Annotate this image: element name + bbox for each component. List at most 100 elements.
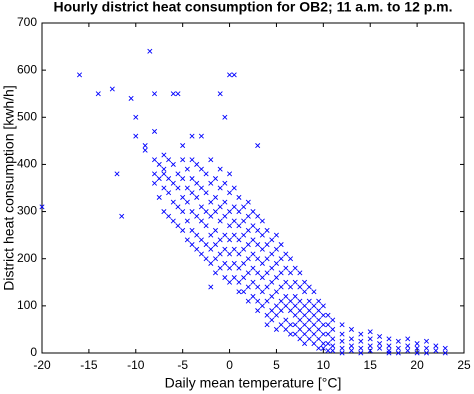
point bbox=[208, 246, 214, 252]
point bbox=[264, 242, 270, 248]
y-tick-label: 400 bbox=[17, 157, 37, 171]
point bbox=[222, 260, 228, 266]
point bbox=[330, 348, 336, 354]
point bbox=[273, 326, 279, 332]
point bbox=[292, 331, 298, 337]
point bbox=[222, 246, 228, 252]
point bbox=[255, 284, 261, 290]
point bbox=[377, 333, 383, 340]
point bbox=[287, 256, 294, 262]
point bbox=[166, 190, 172, 196]
y-tick-label: 200 bbox=[17, 251, 37, 265]
point bbox=[358, 350, 364, 356]
point bbox=[208, 213, 214, 219]
point bbox=[198, 204, 204, 210]
point bbox=[306, 317, 312, 323]
point bbox=[245, 199, 251, 205]
point bbox=[339, 350, 345, 356]
point bbox=[302, 322, 308, 328]
point bbox=[250, 265, 256, 271]
point bbox=[302, 331, 308, 337]
point bbox=[377, 341, 383, 347]
point bbox=[184, 185, 190, 191]
point bbox=[217, 166, 223, 172]
point bbox=[405, 343, 411, 349]
point bbox=[255, 213, 261, 219]
point bbox=[198, 166, 204, 172]
point bbox=[236, 223, 242, 229]
point bbox=[320, 322, 326, 328]
point bbox=[189, 227, 195, 233]
point bbox=[259, 289, 265, 295]
point bbox=[302, 312, 308, 318]
point bbox=[198, 185, 204, 191]
point bbox=[133, 114, 139, 120]
point bbox=[302, 289, 308, 295]
point bbox=[236, 194, 242, 200]
point bbox=[203, 171, 209, 177]
point bbox=[175, 223, 181, 229]
point bbox=[339, 331, 345, 337]
point bbox=[109, 86, 115, 92]
point bbox=[170, 91, 176, 97]
point bbox=[278, 298, 284, 304]
point bbox=[184, 237, 190, 243]
x-tick-label: 15 bbox=[364, 358, 378, 372]
point bbox=[348, 326, 354, 332]
point bbox=[250, 293, 256, 299]
x-tick-label: 20 bbox=[410, 358, 424, 372]
point bbox=[348, 336, 354, 342]
point bbox=[306, 284, 312, 290]
point bbox=[231, 204, 237, 210]
point bbox=[297, 326, 303, 332]
point bbox=[180, 227, 186, 233]
point bbox=[217, 91, 223, 97]
point bbox=[236, 209, 242, 215]
point bbox=[184, 218, 190, 224]
point bbox=[283, 326, 289, 332]
point bbox=[292, 279, 298, 285]
point bbox=[269, 317, 275, 323]
point bbox=[273, 232, 279, 238]
point bbox=[250, 223, 256, 229]
point bbox=[306, 326, 312, 332]
point bbox=[180, 143, 186, 149]
point bbox=[395, 338, 401, 344]
point bbox=[325, 312, 331, 318]
point bbox=[203, 190, 209, 196]
point bbox=[189, 242, 195, 248]
point bbox=[227, 223, 233, 229]
point bbox=[198, 251, 204, 257]
point bbox=[166, 157, 172, 163]
point bbox=[320, 303, 326, 309]
point bbox=[227, 72, 233, 78]
point bbox=[180, 194, 186, 200]
point bbox=[189, 190, 195, 196]
point bbox=[259, 232, 265, 238]
point bbox=[386, 348, 392, 354]
x-tick-label: 10 bbox=[317, 358, 331, 372]
point bbox=[95, 91, 101, 97]
point bbox=[245, 256, 251, 262]
point bbox=[405, 348, 411, 354]
point bbox=[236, 237, 242, 243]
point bbox=[217, 185, 223, 191]
point bbox=[316, 298, 322, 304]
point bbox=[292, 293, 298, 299]
point bbox=[208, 199, 214, 205]
point bbox=[259, 260, 265, 266]
y-tick-label: 100 bbox=[17, 298, 37, 312]
point bbox=[184, 199, 190, 205]
point bbox=[222, 114, 228, 120]
point bbox=[358, 345, 364, 351]
point bbox=[358, 331, 364, 337]
point bbox=[264, 227, 270, 233]
point bbox=[231, 275, 237, 281]
point bbox=[278, 308, 284, 314]
point bbox=[255, 242, 261, 248]
point bbox=[311, 322, 317, 328]
point bbox=[330, 343, 336, 349]
point bbox=[203, 223, 209, 229]
point bbox=[245, 227, 251, 233]
point bbox=[292, 322, 298, 328]
